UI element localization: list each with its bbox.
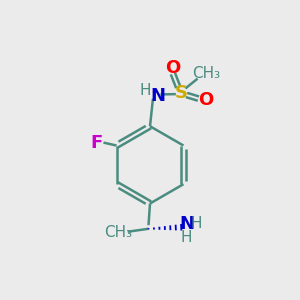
Text: H: H xyxy=(181,230,192,245)
Text: N: N xyxy=(150,87,165,105)
Text: H: H xyxy=(139,83,151,98)
Text: F: F xyxy=(91,134,103,152)
Text: S: S xyxy=(175,84,188,102)
Text: O: O xyxy=(198,91,213,109)
Text: N: N xyxy=(179,215,194,233)
Text: H: H xyxy=(191,216,203,231)
Text: CH₃: CH₃ xyxy=(104,225,132,240)
Text: O: O xyxy=(165,59,181,77)
Text: CH₃: CH₃ xyxy=(192,66,220,81)
